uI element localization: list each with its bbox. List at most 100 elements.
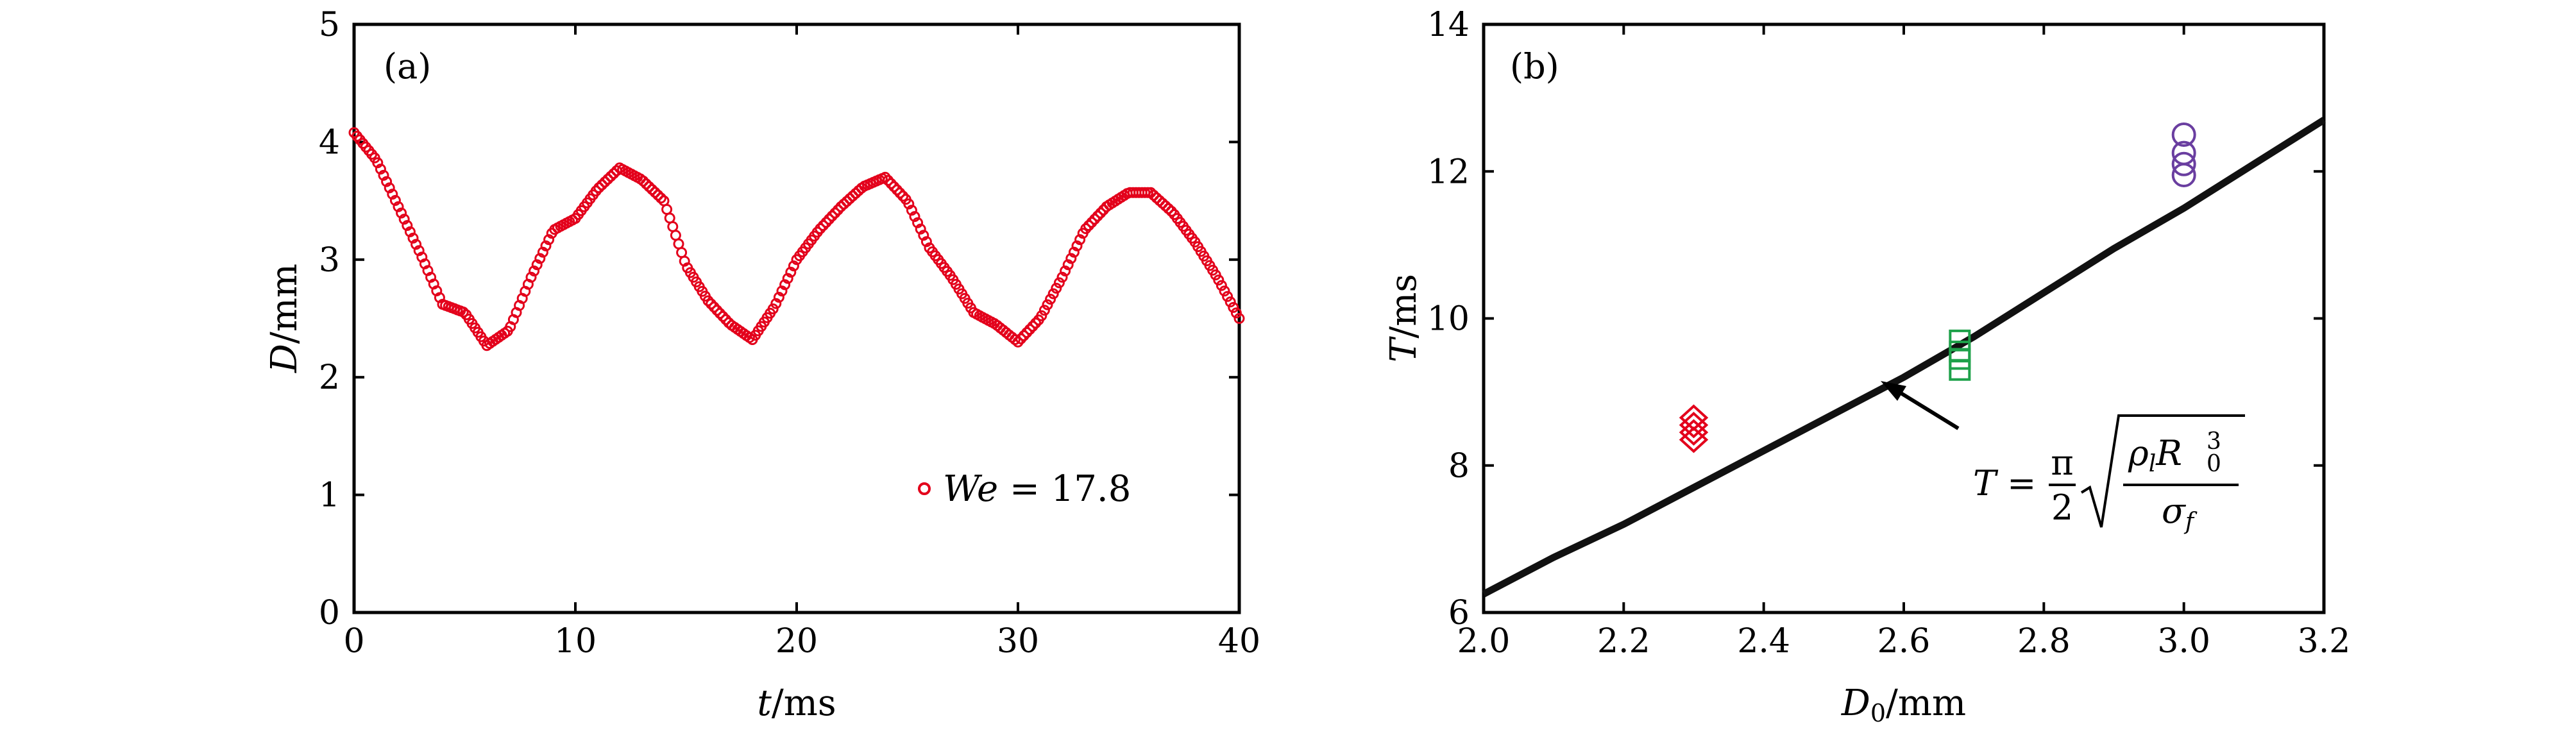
data-point [1219,285,1230,297]
y-tick-label-b: 6 [1448,594,1470,632]
data-point [407,232,419,244]
legend-label-a: We = 17.8 [943,468,1131,510]
data-point [1151,192,1162,204]
data-point [1074,234,1086,246]
data-point [773,292,784,303]
data-point [826,210,838,222]
formula-radical [2080,414,2245,528]
data-point [389,195,401,206]
data-point [912,217,924,228]
data-point [1222,291,1233,302]
data-point [1021,327,1033,338]
data-point [1027,321,1038,332]
data-point [776,285,788,297]
data-point [767,303,779,315]
data-point [599,176,611,188]
data-point [1228,301,1239,313]
data-point [702,295,714,307]
data-point [708,301,720,313]
data-point [832,204,843,215]
x-tick-label-a: 30 [997,622,1039,661]
data-point [670,230,681,241]
diamond-marker [1679,412,1709,439]
x-axis-sub-b: 0 [1870,699,1886,727]
data-point [720,314,732,325]
data-point [1148,189,1160,201]
formula-pi: π [2051,443,2074,483]
x-axis-label-a: t/ms [757,682,836,724]
data-point [1038,305,1050,316]
data-point [903,198,915,210]
x-axis-unit-b: /mm [1886,682,1966,724]
data-point [673,238,684,249]
data-point [593,182,605,194]
data-point [404,226,416,237]
data-point [1089,214,1101,225]
data-point [1092,210,1103,222]
data-point [714,308,725,319]
data-point [396,207,407,219]
data-point [1053,277,1065,289]
x-axis-var-a: t [757,682,772,724]
formula-radicand-numerator: ρlR [2128,433,2182,477]
data-point [605,171,616,182]
data-point [1154,195,1165,207]
data-point [372,157,384,169]
data-point [525,271,537,283]
y-tick-label-b: 8 [1448,447,1470,486]
y-tick-label-a: 5 [319,6,340,44]
annotation-arrow [1881,381,1960,430]
data-point [815,223,826,234]
x-tick-label-b: 2.0 [1457,622,1511,661]
data-point [1056,271,1068,283]
legend-marker-a [918,482,931,495]
data-series-a [348,127,1245,351]
data-point [543,234,555,246]
data-point [788,260,799,272]
data-point [378,169,389,181]
data-point [667,221,679,232]
formula-R-sup: 3 [2207,428,2221,455]
data-point [1160,200,1171,212]
x-tick-label-a: 40 [1218,622,1260,661]
data-point [1213,275,1224,286]
data-point [838,198,850,210]
data-point [411,239,422,250]
square-marker [1949,329,1971,351]
y-tick-label-a: 4 [319,123,340,162]
square-marker [1949,341,1971,363]
data-point [1163,203,1174,214]
data-point [1083,220,1094,232]
data-point [1015,333,1027,344]
data-point [920,236,932,248]
formula-rho-sub: l [2149,451,2157,477]
data-point [537,246,548,258]
panel-label-a: (a) [384,46,431,87]
data-point [1060,266,1071,276]
circle-marker [2171,140,2196,165]
data-point [1042,299,1053,310]
data-point [602,173,614,185]
tick-labels-a: 0 10 20 30 40 0 1 2 3 4 5 [319,6,1260,661]
data-point [829,207,841,219]
data-point [850,188,861,199]
x-tick-label-a: 10 [554,622,597,661]
x-tick-label-b: 2.2 [1597,622,1650,661]
data-point [888,181,900,192]
x-axis-unit-a: /ms [772,682,836,724]
y-tick-label-a: 2 [319,359,340,397]
data-point [1018,330,1030,341]
data-point [1068,246,1080,258]
legend-a: We = 17.8 [918,468,1131,510]
data-point [835,201,847,212]
data-point [375,164,386,175]
formula-sigma: σ [2162,491,2187,531]
data-point [676,247,688,258]
data-point [384,182,395,194]
data-point [1157,198,1168,209]
data-point [643,181,655,192]
data-point [381,176,393,187]
data-point [652,189,664,201]
data-point [894,187,906,199]
data-point [649,187,661,198]
